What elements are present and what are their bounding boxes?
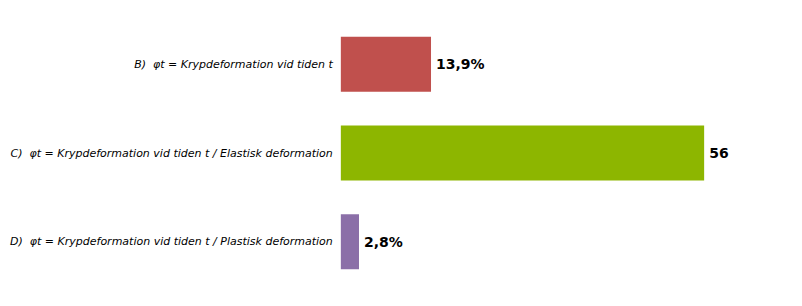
svg-text:2,8%: 2,8% bbox=[364, 234, 403, 250]
svg-text:D) φt = Krypdeformation vid t: D) φt = Krypdeformation vid tiden t / Pl… bbox=[10, 235, 333, 248]
svg-text:13,9%: 13,9% bbox=[436, 56, 485, 72]
svg-text:C) φt = Krypdeformation vid t: C) φt = Krypdeformation vid tiden t / El… bbox=[10, 147, 332, 160]
svg-text:56: 56 bbox=[709, 145, 728, 161]
svg-text:B) φt = Krypdeformation vid t: B) φt = Krypdeformation vid tiden t bbox=[134, 58, 333, 71]
